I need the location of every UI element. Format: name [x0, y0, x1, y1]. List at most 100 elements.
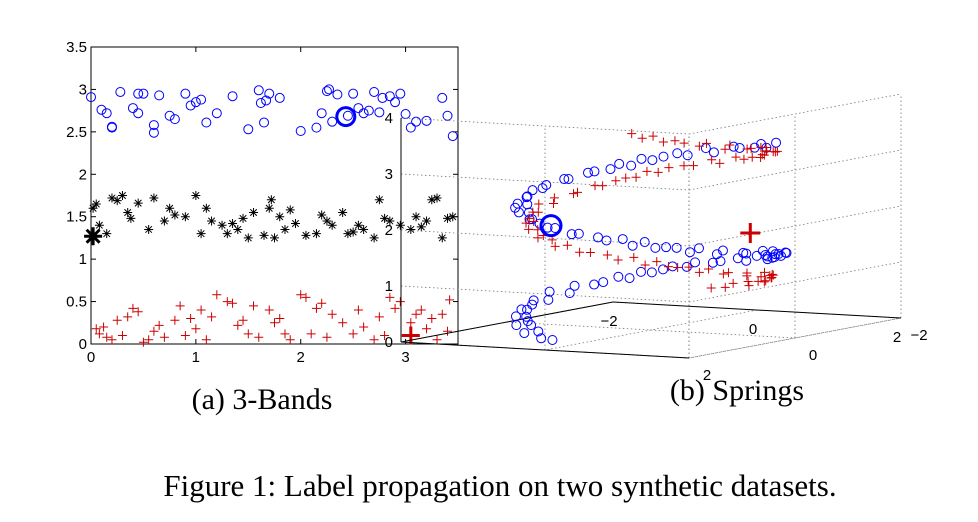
data-point [448, 212, 458, 222]
z-tick-label: 3 [385, 166, 393, 183]
data-point [186, 314, 196, 324]
data-point [527, 214, 538, 225]
data-point [573, 228, 584, 239]
data-point [549, 193, 559, 203]
data-point [405, 122, 416, 133]
data-point [264, 203, 274, 213]
data-point [442, 110, 453, 121]
data-point [533, 207, 543, 217]
panel-a-points [84, 84, 458, 347]
data-point [280, 329, 290, 339]
data-point [746, 143, 756, 153]
data-point [541, 180, 552, 191]
data-point [621, 173, 631, 183]
data-point [771, 137, 782, 148]
data-point [342, 110, 353, 121]
y-tick-label: 1.5 [66, 209, 87, 226]
data-point [384, 91, 395, 102]
data-point [422, 216, 432, 226]
data-point [673, 263, 683, 273]
data-point [522, 304, 533, 315]
data-point [127, 103, 138, 114]
data-point [648, 131, 658, 141]
data-point [593, 232, 604, 243]
data-point [154, 320, 164, 330]
data-point [138, 88, 149, 99]
data-point [743, 276, 753, 286]
data-point [542, 222, 553, 233]
data-point [573, 187, 583, 197]
data-point [639, 237, 650, 248]
data-point [285, 335, 295, 345]
data-point [704, 264, 714, 274]
data-point [732, 253, 743, 264]
data-point [427, 195, 437, 205]
data-point [395, 297, 405, 307]
data-point [550, 241, 560, 251]
data-point [243, 233, 253, 243]
data-point [601, 235, 612, 246]
data-point [295, 126, 306, 137]
data-point [598, 181, 608, 191]
data-point [635, 266, 646, 277]
panel-a-y-tick-labels: 0 0.5 1 1.5 2 2.5 3 3.5 [66, 39, 87, 353]
data-point [191, 191, 201, 200]
data-point [650, 242, 661, 253]
data-point [653, 167, 663, 177]
data-point [117, 331, 127, 341]
data-point [149, 326, 159, 336]
data-point [301, 230, 311, 240]
data-point [416, 222, 426, 232]
subcaption-b: (b) Springs [670, 374, 804, 407]
data-point [270, 233, 279, 243]
data-point [512, 198, 523, 209]
data-point [521, 218, 531, 228]
data-point [734, 142, 745, 153]
data-point [338, 318, 348, 328]
data-point [106, 121, 117, 132]
data-point [723, 268, 733, 278]
data-point [547, 335, 558, 346]
data-point [117, 191, 127, 200]
data-point [185, 100, 196, 111]
data-point [700, 143, 711, 154]
data-point [324, 84, 335, 95]
data-point [411, 309, 421, 319]
data-point [321, 86, 332, 97]
data-point [559, 174, 570, 185]
data-point [377, 92, 388, 103]
data-point [534, 199, 544, 209]
data-point [759, 150, 769, 160]
data-point [624, 273, 635, 284]
data-point [701, 138, 711, 148]
data-point [744, 281, 754, 291]
data-point [762, 146, 772, 156]
data-point [170, 315, 180, 325]
data-point [421, 115, 432, 126]
data-point [761, 276, 771, 286]
data-point [86, 92, 96, 103]
data-point [201, 203, 211, 213]
data-point [537, 183, 548, 194]
data-point [311, 122, 322, 133]
figure-caption: Figure 1: Label propagation on two synth… [163, 468, 836, 503]
data-point [138, 337, 148, 347]
data-point [617, 234, 628, 245]
data-point [756, 142, 766, 152]
data-point [647, 155, 658, 166]
data-point [317, 298, 327, 308]
data-point [682, 150, 693, 161]
data-point [322, 332, 332, 342]
data-point [266, 195, 276, 205]
data-point [196, 229, 206, 239]
data-point [164, 110, 175, 121]
data-point [144, 224, 154, 234]
data-point [602, 250, 612, 260]
data-point [432, 335, 442, 345]
data-point [207, 216, 217, 226]
x-tick-label: 2 [297, 349, 305, 366]
data-point [348, 88, 359, 99]
data-point [169, 114, 180, 125]
data-point [243, 329, 253, 339]
